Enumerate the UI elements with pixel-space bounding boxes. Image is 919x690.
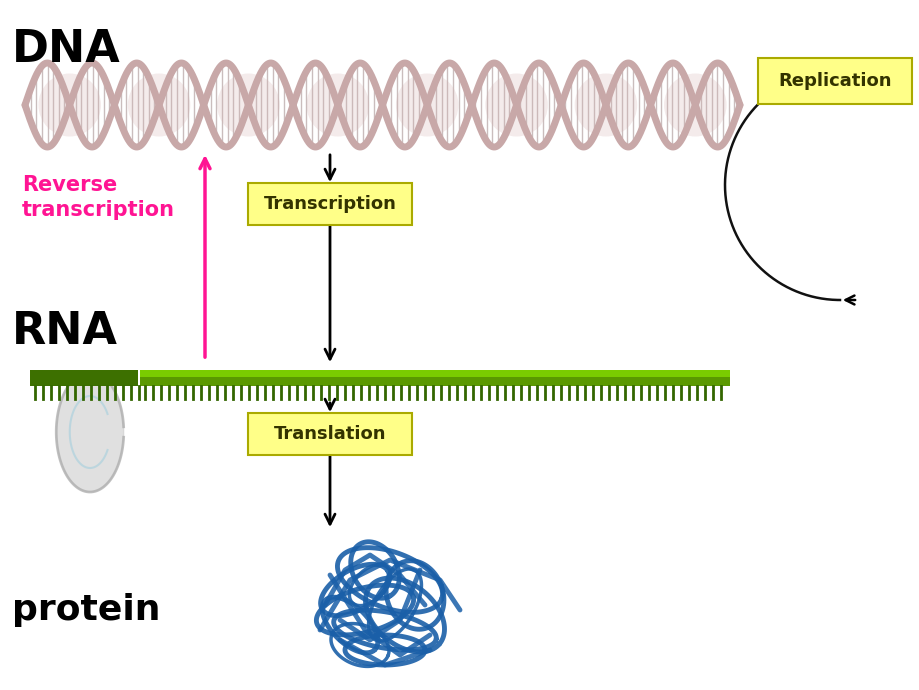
- Ellipse shape: [395, 74, 458, 137]
- Ellipse shape: [664, 74, 726, 137]
- Text: RNA: RNA: [12, 310, 118, 353]
- Ellipse shape: [128, 74, 190, 137]
- FancyBboxPatch shape: [248, 183, 412, 225]
- Text: DNA: DNA: [12, 28, 120, 71]
- Text: Reverse
transcription: Reverse transcription: [22, 175, 175, 220]
- Polygon shape: [56, 372, 123, 492]
- FancyBboxPatch shape: [757, 58, 911, 104]
- Text: Transcription: Transcription: [263, 195, 396, 213]
- Bar: [140, 370, 729, 377]
- Text: protein: protein: [12, 593, 160, 627]
- Ellipse shape: [574, 74, 637, 137]
- Bar: [140, 377, 729, 386]
- Ellipse shape: [306, 74, 369, 137]
- Text: Replication: Replication: [777, 72, 891, 90]
- FancyBboxPatch shape: [248, 413, 412, 455]
- Ellipse shape: [39, 74, 101, 137]
- Ellipse shape: [484, 74, 547, 137]
- Ellipse shape: [217, 74, 279, 137]
- Bar: [30, 370, 138, 386]
- Text: Translation: Translation: [274, 425, 386, 443]
